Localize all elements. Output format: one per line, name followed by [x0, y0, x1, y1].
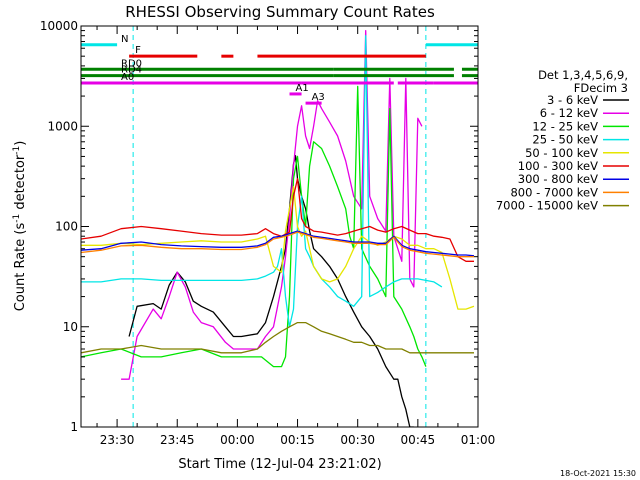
- series-line-6: [81, 230, 475, 257]
- series-line-0: [128, 154, 414, 427]
- x-tick-label-3: 00:15: [280, 433, 315, 447]
- legend-label-4: 50 - 100 keV: [525, 146, 598, 160]
- legend-header-1: Det 1,3,4,5,6,9,: [538, 68, 628, 82]
- x-tick-label-0: 23:30: [100, 433, 135, 447]
- legend-header-2: FDecim 3: [574, 81, 628, 95]
- x-tick-label-1: 23:45: [160, 433, 195, 447]
- x-tick-label-6: 01:00: [461, 433, 496, 447]
- y-tick-label-4: 10000: [40, 19, 78, 33]
- state-bar-label-6: A3: [312, 92, 325, 103]
- legend-label-5: 100 - 300 keV: [518, 159, 598, 173]
- legend-label-2: 12 - 25 keV: [532, 119, 598, 133]
- legend-label-0: 3 - 6 keV: [547, 93, 598, 107]
- series-line-4: [81, 185, 475, 310]
- legend-label-3: 25 - 50 keV: [532, 133, 598, 147]
- y-tick-label-2: 100: [55, 220, 78, 234]
- y-tick-label-1: 10: [63, 320, 78, 334]
- y-axis-title-sup2: -1: [12, 146, 22, 155]
- y-axis-title-main: Count Rate (s: [13, 223, 28, 312]
- y-tick-label-3: 1000: [47, 119, 78, 133]
- plot-inner: [81, 26, 478, 427]
- state-bar-label-3: RD4: [121, 65, 142, 76]
- y-axis-title-mid: detector: [13, 154, 28, 214]
- x-axis-title: Start Time (12-Jul-04 23:21:02): [178, 457, 381, 472]
- x-tick-label-4: 00:30: [340, 433, 375, 447]
- series-line-2: [81, 85, 427, 368]
- series-line-1: [121, 29, 423, 380]
- y-axis-title-sup: -1: [12, 214, 22, 223]
- state-bar-label-4: A0: [121, 72, 134, 83]
- series-line-3: [81, 35, 443, 328]
- state-bar-label-2: RD0: [121, 58, 142, 69]
- state-bar-label-0: N: [121, 34, 128, 45]
- legend-label-1: 6 - 12 keV: [540, 106, 598, 120]
- y-axis-title-end: ): [13, 141, 28, 146]
- state-bar-label-5: A1: [296, 83, 309, 94]
- legend-label-8: 7000 - 15000 keV: [496, 199, 598, 213]
- y-axis: 1 10 100 1000 10000: [40, 19, 478, 434]
- series-line-5: [81, 178, 474, 262]
- x-axis: 23:30 23:45 00:00 00:15 00:30 00:45 01:00: [96, 26, 496, 447]
- legend-label-7: 800 - 7000 keV: [510, 185, 598, 199]
- x-tick-label-2: 00:00: [220, 433, 255, 447]
- state-bar-label-1: F: [135, 45, 141, 56]
- y-axis-title: Count Rate (s-1 detector-1): [12, 141, 28, 312]
- legend-label-6: 300 - 800 keV: [518, 172, 598, 186]
- y-tick-label-0: 1: [70, 420, 78, 434]
- timestamp: 18-Oct-2021 15:30: [560, 469, 636, 478]
- series-line-7: [81, 231, 474, 258]
- chart-title: RHESSI Observing Summary Count Rates: [125, 3, 435, 21]
- series-line-8: [81, 321, 474, 354]
- x-tick-label-5: 00:45: [401, 433, 436, 447]
